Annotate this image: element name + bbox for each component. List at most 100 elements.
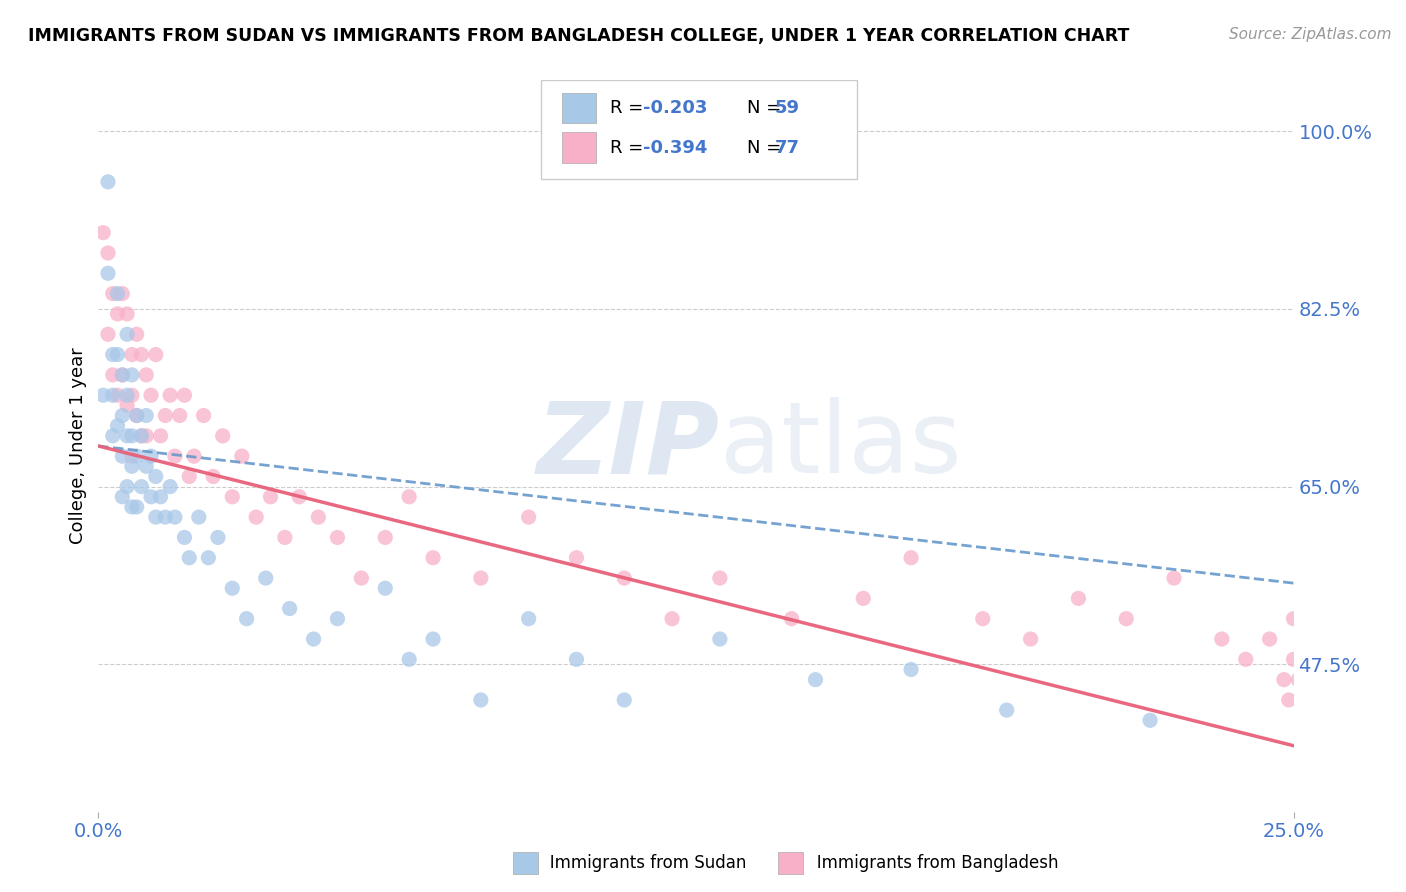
Text: atlas: atlas — [720, 398, 962, 494]
Point — [179, 550, 201, 565]
Bar — [562, 93, 596, 123]
Text: IMMIGRANTS FROM SUDAN VS IMMIGRANTS FROM BANGLADESH COLLEGE, UNDER 1 YEAR CORREL: IMMIGRANTS FROM SUDAN VS IMMIGRANTS FROM… — [28, 27, 1129, 45]
Point — [115, 327, 138, 342]
Point — [661, 612, 683, 626]
Point — [121, 347, 143, 362]
FancyBboxPatch shape — [541, 80, 858, 179]
Point — [350, 571, 373, 585]
Point — [101, 347, 124, 362]
Point — [900, 663, 922, 677]
Point — [179, 469, 201, 483]
Point — [470, 693, 492, 707]
Text: 77: 77 — [775, 138, 800, 157]
Point — [1163, 571, 1185, 585]
Point — [107, 286, 129, 301]
Point — [107, 307, 129, 321]
Text: Immigrants from Bangladesh: Immigrants from Bangladesh — [801, 855, 1059, 872]
Point — [613, 693, 636, 707]
Point — [145, 510, 167, 524]
Point — [207, 530, 229, 544]
Point — [125, 500, 148, 514]
Point — [517, 612, 540, 626]
Point — [101, 429, 124, 443]
Point — [259, 490, 281, 504]
Bar — [562, 132, 596, 163]
Point — [183, 449, 205, 463]
Point — [145, 347, 167, 362]
Point — [852, 591, 875, 606]
Point — [1306, 714, 1329, 728]
Point — [173, 530, 195, 544]
Point — [422, 550, 444, 565]
Point — [274, 530, 297, 544]
Point — [107, 418, 129, 433]
Point — [111, 449, 134, 463]
Point — [1326, 754, 1348, 768]
Point — [139, 388, 162, 402]
Point — [1296, 652, 1319, 666]
Bar — [778, 852, 803, 874]
Point — [1258, 632, 1281, 646]
Point — [97, 327, 120, 342]
Point — [565, 550, 588, 565]
Point — [1282, 612, 1305, 626]
Point — [115, 388, 138, 402]
Point — [1302, 693, 1324, 707]
Point — [97, 175, 120, 189]
Point — [135, 429, 157, 443]
Point — [111, 286, 134, 301]
Point — [135, 368, 157, 382]
Point — [111, 368, 134, 382]
Point — [115, 480, 138, 494]
Point — [135, 409, 157, 423]
Point — [107, 388, 129, 402]
Point — [159, 480, 181, 494]
Point — [97, 246, 120, 260]
Point — [1139, 714, 1161, 728]
Point — [1019, 632, 1042, 646]
Point — [709, 632, 731, 646]
Point — [91, 226, 114, 240]
Text: ZIP: ZIP — [537, 398, 720, 494]
Text: Source: ZipAtlas.com: Source: ZipAtlas.com — [1229, 27, 1392, 42]
Bar — [513, 852, 538, 874]
Point — [193, 409, 215, 423]
Point — [302, 632, 325, 646]
Point — [111, 368, 134, 382]
Point — [202, 469, 225, 483]
Point — [307, 510, 329, 524]
Text: N =: N = — [748, 138, 787, 157]
Text: -0.203: -0.203 — [644, 99, 707, 117]
Point — [398, 490, 420, 504]
Point — [187, 510, 209, 524]
Point — [398, 652, 420, 666]
Point — [254, 571, 277, 585]
Point — [101, 388, 124, 402]
Point — [131, 347, 153, 362]
Point — [91, 388, 114, 402]
Point — [1316, 693, 1339, 707]
Point — [139, 490, 162, 504]
Point — [121, 368, 143, 382]
Point — [1282, 652, 1305, 666]
Point — [288, 490, 311, 504]
Point — [1292, 693, 1315, 707]
Point — [121, 459, 143, 474]
Point — [107, 347, 129, 362]
Point — [278, 601, 301, 615]
Point — [155, 510, 177, 524]
Point — [121, 500, 143, 514]
Point — [131, 480, 153, 494]
Text: 59: 59 — [775, 99, 800, 117]
Text: Immigrants from Sudan: Immigrants from Sudan — [534, 855, 747, 872]
Point — [1234, 652, 1257, 666]
Point — [1330, 733, 1353, 747]
Point — [125, 449, 148, 463]
Text: R =: R = — [610, 99, 650, 117]
Point — [235, 612, 257, 626]
Point — [101, 286, 124, 301]
Point — [374, 530, 396, 544]
Point — [131, 429, 153, 443]
Point — [97, 266, 120, 280]
Point — [995, 703, 1018, 717]
